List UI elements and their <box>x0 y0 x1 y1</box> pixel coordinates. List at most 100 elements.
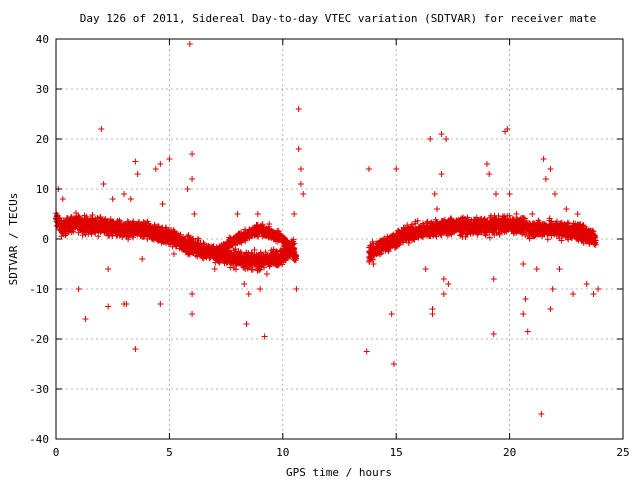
band-point <box>414 217 421 224</box>
chart-title: Day 126 of 2011, Sidereal Day-to-day VTE… <box>80 12 597 25</box>
band-point <box>249 266 256 273</box>
outlier-point <box>100 181 107 187</box>
outlier-point <box>583 281 590 287</box>
band-point <box>293 253 300 260</box>
outlier-point <box>189 311 196 317</box>
outlier-point <box>486 171 493 177</box>
outlier-point <box>191 211 198 217</box>
outlier-point <box>370 261 377 267</box>
outlier-point <box>211 266 218 272</box>
outlier-point <box>434 206 441 212</box>
y-axis-label: SDTVAR / TECUs <box>7 193 20 286</box>
outlier-point <box>563 206 570 212</box>
outlier-point <box>157 301 164 307</box>
outlier-point <box>189 291 196 297</box>
outlier-point <box>109 196 116 202</box>
outlier-point <box>547 306 554 312</box>
outlier-point <box>504 126 511 132</box>
y-tick-label: 10 <box>36 183 49 196</box>
band-point <box>448 231 455 238</box>
outlier-point <box>297 181 304 187</box>
band-point <box>464 230 471 237</box>
outlier-point <box>266 221 273 227</box>
outlier-point <box>105 266 112 272</box>
outlier-point <box>121 191 128 197</box>
x-axis-label: GPS time / hours <box>286 466 392 479</box>
outlier-point <box>132 158 139 165</box>
outlier-point <box>440 276 447 282</box>
grid-lines <box>56 39 623 439</box>
x-tick-label: 15 <box>390 446 403 459</box>
y-tick-label: 0 <box>42 233 49 246</box>
y-tick-label: 30 <box>36 83 49 96</box>
outlier-point <box>547 166 554 172</box>
outlier-point <box>132 346 139 352</box>
band-point <box>130 218 137 225</box>
outlier-point <box>105 303 112 310</box>
band-point <box>89 212 96 219</box>
band-point <box>251 246 258 253</box>
axis-ticks: 0 5 10 15 20 25 -40 -30 -20 -10 0 10 20 30 40 <box>29 33 630 459</box>
outlier-point <box>300 191 307 197</box>
outlier-point <box>297 166 304 172</box>
y-tick-label: -20 <box>29 333 49 346</box>
outlier-point <box>445 281 452 287</box>
outlier-point <box>520 311 527 317</box>
outlier-point <box>590 291 597 297</box>
band-point <box>544 236 551 243</box>
outlier-point <box>390 361 397 367</box>
outlier-point <box>595 286 602 292</box>
band-point <box>261 264 268 271</box>
outlier-point <box>241 281 248 287</box>
outlier-point <box>257 286 264 292</box>
band-point <box>405 240 412 247</box>
outlier-point <box>429 311 436 317</box>
outlier-point <box>522 296 529 302</box>
band-point <box>289 244 296 251</box>
outlier-point <box>189 151 196 157</box>
band-point <box>536 219 543 226</box>
band-point <box>506 212 513 219</box>
band-point <box>291 240 298 247</box>
band-point <box>520 214 527 221</box>
band-point <box>376 251 383 258</box>
y-tick-label: 40 <box>36 33 49 46</box>
outlier-point <box>98 126 105 132</box>
outlier-point <box>490 276 497 282</box>
outlier-point <box>152 166 159 172</box>
band-point <box>290 236 297 243</box>
band-point <box>185 232 192 239</box>
outlier-point <box>139 256 146 262</box>
outlier-point <box>261 333 268 340</box>
outlier-point <box>529 211 536 217</box>
outlier-point <box>157 161 164 167</box>
x-tick-label: 0 <box>53 446 60 459</box>
outlier-point <box>551 191 558 197</box>
y-tick-label: -30 <box>29 383 49 396</box>
outlier-point <box>254 211 261 217</box>
outlier-point <box>293 286 300 292</box>
outlier-point <box>263 271 270 277</box>
outlier-point <box>166 156 173 162</box>
outlier-point <box>243 321 250 327</box>
x-tick-label: 5 <box>166 446 173 459</box>
outlier-point <box>524 328 531 335</box>
outlier-point <box>427 136 434 142</box>
outlier-point <box>506 191 513 197</box>
band-point <box>237 249 244 256</box>
outlier-point <box>520 261 527 267</box>
x-tick-label: 10 <box>276 446 289 459</box>
band-point <box>232 245 239 252</box>
outlier-point <box>542 176 549 182</box>
outlier-point <box>574 211 581 217</box>
outlier-point <box>59 196 66 202</box>
outlier-point <box>295 106 302 112</box>
outlier-point <box>75 286 82 292</box>
outlier-point <box>170 251 177 257</box>
outlier-point <box>159 201 166 207</box>
band-point <box>95 233 102 240</box>
outlier-point <box>443 136 450 142</box>
outlier-point <box>363 348 370 355</box>
y-tick-label: -40 <box>29 433 49 446</box>
